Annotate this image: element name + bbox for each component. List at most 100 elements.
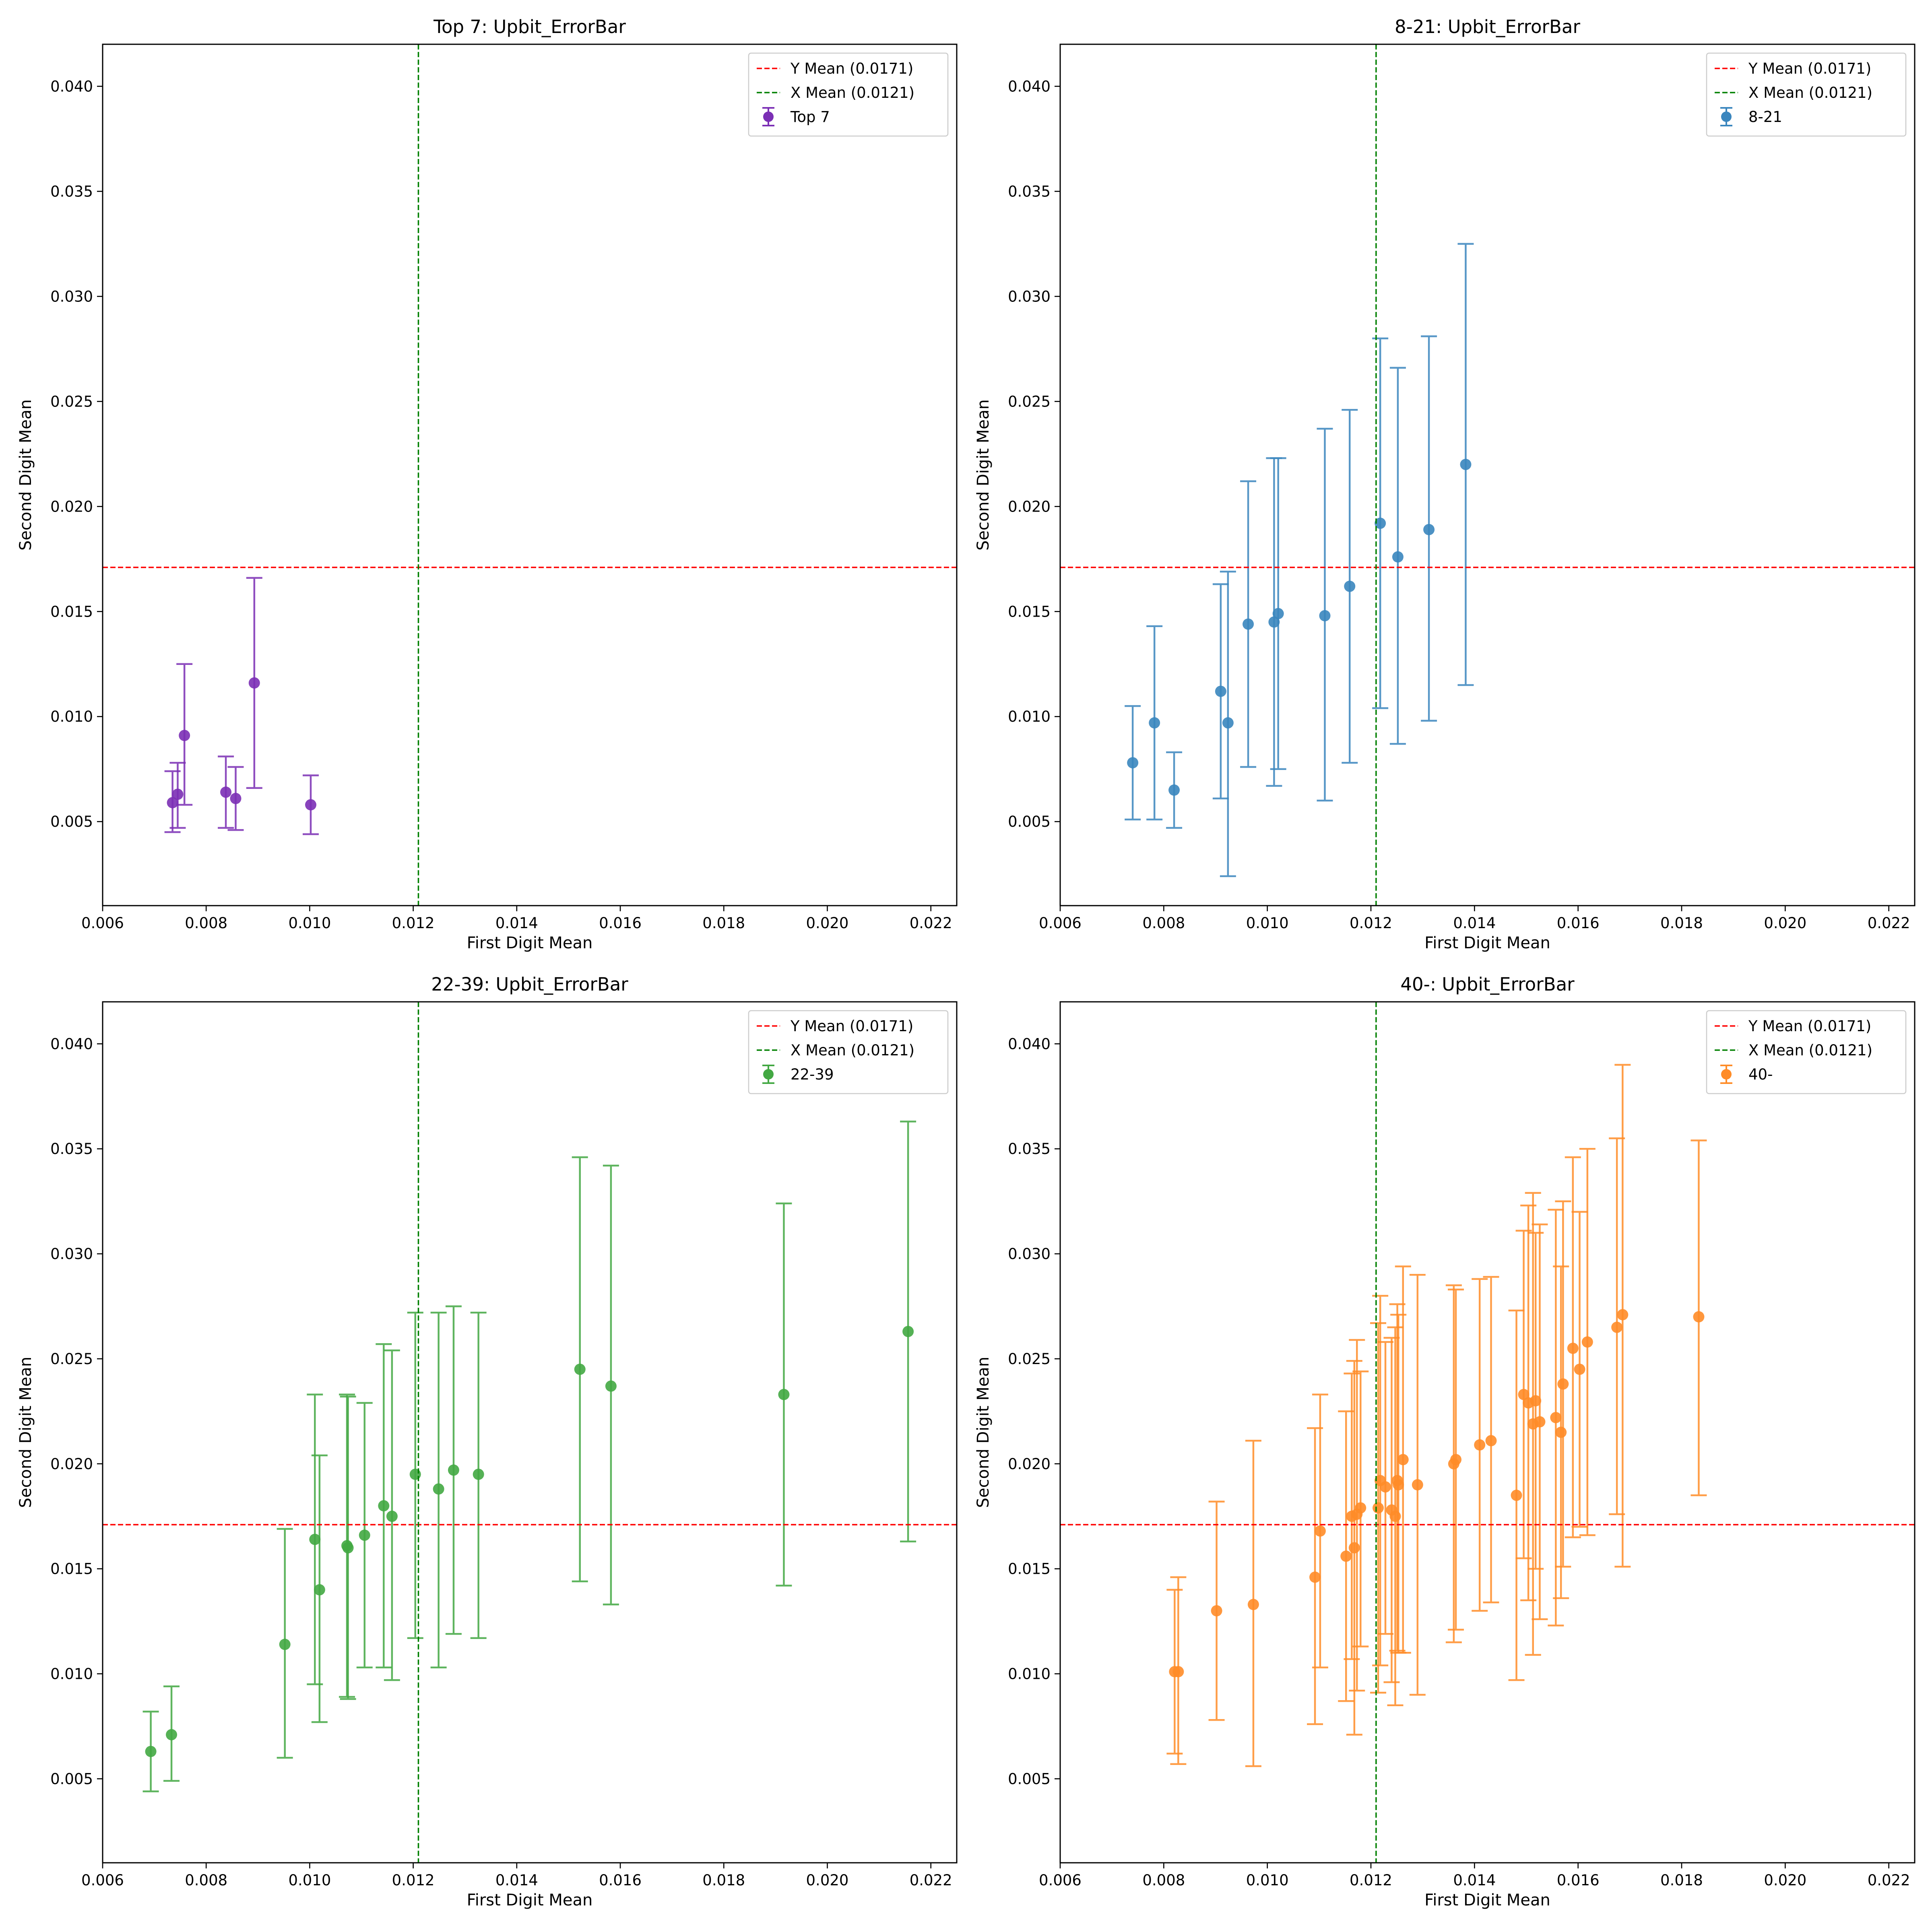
data-point (1211, 1605, 1222, 1616)
data-point (1373, 1502, 1384, 1514)
chart-panel-1: Top 7: Upbit_ErrorBar 0.006 0.008 0.010 0.01… (17, 16, 958, 952)
x-tick-label: 0.016 (1557, 914, 1600, 932)
data-point (433, 1483, 444, 1495)
plot-area (1060, 44, 1915, 906)
x-axis-label: First Digit Mean (467, 934, 593, 952)
x-tick-label: 0.012 (392, 914, 435, 932)
data-point (1268, 616, 1280, 628)
x-tick-label: 0.016 (599, 914, 642, 932)
data-point (1340, 1550, 1352, 1562)
chart-title: Top 7: Upbit_ErrorBar (433, 16, 626, 37)
data-point (1567, 1342, 1579, 1354)
y-tick-label: 0.005 (50, 813, 93, 830)
axes-frame (1059, 43, 1915, 906)
legend-marker-swatch (763, 1069, 774, 1080)
legend-entry-label: X Mean (0.0121) (791, 84, 914, 101)
data-point (1511, 1490, 1522, 1501)
y-axis-label: Second Digit Mean (974, 399, 993, 551)
data-point (473, 1468, 484, 1480)
data-point (1617, 1309, 1629, 1321)
legend: Y Mean (0.0171) X Mean (0.0121) 22-39 (748, 1010, 949, 1094)
legend-marker-swatch (1721, 111, 1732, 122)
legend-entry-label: X Mean (0.0121) (791, 1042, 914, 1059)
x-tick-label: 0.010 (288, 1872, 331, 1889)
y-tick-label: 0.015 (50, 603, 93, 620)
x-tick-label: 0.020 (1764, 1872, 1806, 1889)
data-point (1534, 1416, 1546, 1428)
data-point (1423, 524, 1435, 535)
data-point (1344, 580, 1356, 592)
data-point (778, 1389, 790, 1400)
x-tick-label: 0.020 (806, 1872, 849, 1889)
x-tick-label: 0.022 (910, 1872, 952, 1889)
data-point (378, 1500, 390, 1512)
data-point (1319, 610, 1331, 621)
x-axis-label: First Digit Mean (1424, 934, 1550, 952)
data-point (305, 799, 316, 811)
x-tick-label: 0.012 (392, 1872, 435, 1889)
legend-entry-label: Y Mean (0.0171) (790, 60, 913, 77)
legend-entry-label: 8-21 (1748, 108, 1782, 126)
data-point (220, 786, 232, 798)
data-point (1222, 717, 1234, 729)
legend-marker-swatch (763, 111, 774, 122)
y-tick-label: 0.010 (50, 708, 93, 725)
series-1 (164, 577, 319, 835)
data-point (1557, 1378, 1569, 1390)
data-point (605, 1380, 617, 1392)
x-tick-label: 0.014 (1453, 914, 1496, 932)
axes-frame (102, 43, 958, 906)
y-tick-label: 0.020 (1008, 1455, 1051, 1473)
chart-title: 8-21: Upbit_ErrorBar (1395, 16, 1580, 37)
legend: Y Mean (0.0171) X Mean (0.0121) Top 7 (748, 52, 949, 137)
x-axis-label: First Digit Mean (1424, 1891, 1550, 1909)
legend: Y Mean (0.0171) X Mean (0.0121) 8-21 (1706, 52, 1907, 137)
x-tick-label: 0.014 (495, 1872, 538, 1889)
y-tick-label: 0.020 (1008, 498, 1051, 515)
x-tick-label: 0.020 (806, 914, 849, 932)
data-point (342, 1542, 354, 1554)
x-tick-label: 0.006 (1039, 1872, 1082, 1889)
plot-area (103, 44, 957, 906)
data-point (1530, 1395, 1542, 1407)
data-point (1215, 685, 1226, 697)
data-point (230, 793, 242, 804)
x-axis-label: First Digit Mean (467, 1891, 593, 1909)
x-tick-label: 0.018 (702, 914, 745, 932)
legend-entry-label: 40- (1748, 1066, 1773, 1083)
y-tick-label: 0.005 (1008, 813, 1051, 830)
y-tick-label: 0.025 (1008, 1350, 1051, 1368)
x-tick-label: 0.012 (1350, 914, 1392, 932)
data-point (1355, 1502, 1366, 1514)
y-tick-label: 0.035 (1008, 183, 1051, 200)
data-point (309, 1534, 321, 1545)
series-1 (142, 1121, 916, 1792)
y-tick-label: 0.010 (50, 1665, 93, 1682)
data-point (1127, 757, 1139, 769)
data-point (1460, 458, 1472, 470)
y-tick-label: 0.015 (1008, 1560, 1051, 1578)
axes-frame (1059, 1001, 1915, 1864)
chart-panel-4: 40-: Upbit_ErrorBar 0.006 0.008 0.010 0.012 0… (974, 974, 1915, 1909)
data-point (1243, 618, 1254, 630)
data-point (172, 788, 184, 800)
data-point (1380, 1481, 1391, 1493)
data-point (386, 1511, 398, 1522)
data-point (248, 677, 260, 689)
data-point (179, 730, 190, 741)
x-tick-label: 0.020 (1764, 914, 1806, 932)
series-1 (1125, 243, 1474, 877)
legend-box (748, 52, 949, 137)
x-tick-label: 0.008 (185, 1872, 227, 1889)
legend-entry-label: X Mean (0.0121) (1748, 1042, 1872, 1059)
y-tick-label: 0.030 (1008, 1245, 1051, 1263)
x-tick-label: 0.006 (1039, 914, 1082, 932)
x-tick-label: 0.016 (599, 1872, 642, 1889)
x-tick-label: 0.010 (1246, 1872, 1289, 1889)
y-tick-label: 0.025 (1008, 393, 1051, 410)
chart-panel-2: 8-21: Upbit_ErrorBar 0.006 0.008 0.010 0.012… (974, 16, 1915, 952)
data-point (1168, 784, 1180, 796)
data-point (1485, 1435, 1497, 1447)
data-point (409, 1468, 421, 1480)
